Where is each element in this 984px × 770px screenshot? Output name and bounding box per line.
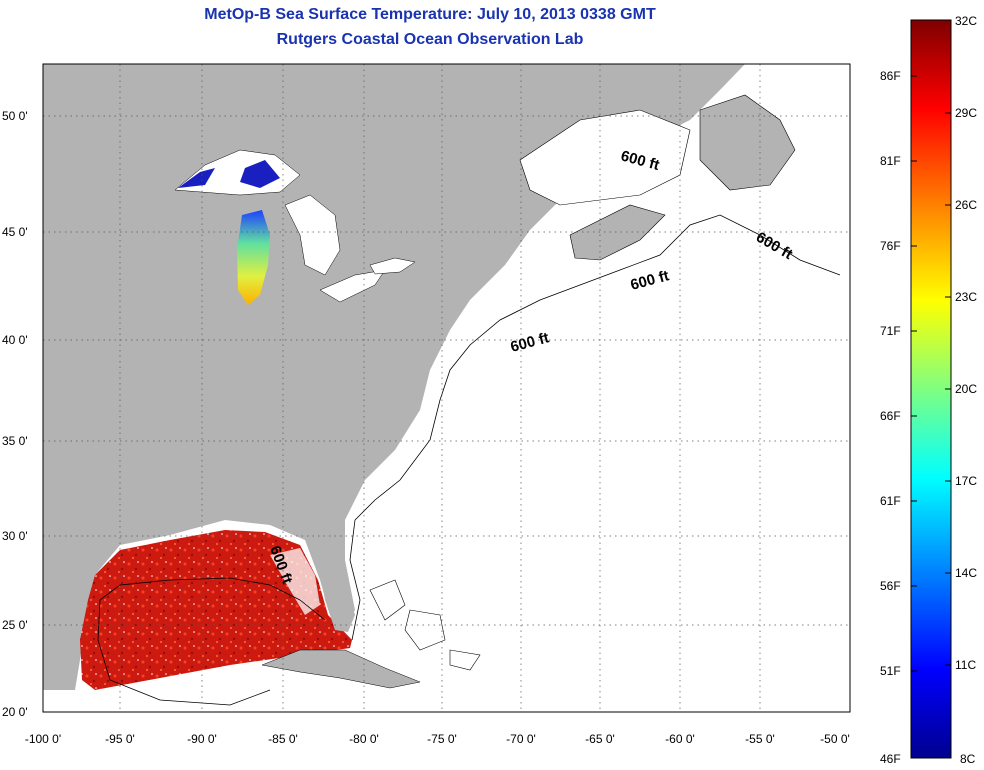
latitude-axis: 20 0' 25 0' 30 0' 35 0' 40 0' 45 0' 50 0… [2,109,28,719]
lake-erie [319,269,386,303]
lon-tick-label: -75 0' [427,732,457,746]
map-title: MetOp-B Sea Surface Temperature: July 10… [204,6,656,23]
lat-tick-label: 20 0' [2,705,28,719]
land-florida [318,540,355,632]
land-nova-scotia [569,204,666,261]
isobath-600ft [349,214,841,641]
colorbar-fahrenheit-label: 51F [880,664,901,678]
gulf-st-lawrence [519,109,691,206]
colorbar-gradient [910,19,952,759]
lon-tick-label: -95 0' [105,732,135,746]
land-cuba [261,649,421,689]
colorbar-fahrenheit-label: 86F [880,69,901,83]
colorbar-celsius-label: 32C [955,14,977,28]
lon-tick-label: -70 0' [506,732,536,746]
lon-tick-label: -50 0' [820,732,850,746]
colorbar-celsius-label: 8C [960,752,976,766]
land-newfoundland [699,94,796,191]
lon-tick-label: -90 0' [187,732,217,746]
colorbar-celsius-label: 14C [955,566,977,580]
plot-frame [42,63,851,713]
colorbar-fahrenheit-label: 46F [880,752,901,766]
colorbar-celsius-label: 26C [955,198,977,212]
lake-huron [284,194,341,276]
map-subtitle: Rutgers Coastal Ocean Observation Lab [276,31,584,48]
lake-michigan [237,210,270,305]
grid [43,64,850,712]
lat-tick-label: 50 0' [2,109,28,123]
colorbar-celsius-label: 17C [955,474,977,488]
lon-tick-label: -60 0' [665,732,695,746]
colorbar: 32C 29C 26C 23C 20C 17C 14C 11C 8C 86F 8… [880,14,977,766]
colorbar-fahrenheit-label: 81F [880,154,901,168]
lake-superior [174,149,301,196]
longitude-axis: -100 0' -95 0' -90 0' -85 0' -80 0' -75 … [25,732,850,746]
map-plot-area: 600 ft 600 ft 600 ft 600 ft 600 ft [43,64,850,712]
lon-tick-label: -55 0' [745,732,775,746]
lake-ontario [369,257,416,275]
lat-tick-label: 45 0' [2,225,28,239]
lat-tick-label: 40 0' [2,333,28,347]
lat-tick-label: 30 0' [2,529,28,543]
lat-tick-label: 25 0' [2,618,28,632]
lon-tick-label: -65 0' [585,732,615,746]
lat-tick-label: 35 0' [2,434,28,448]
bahamas-banks [369,579,481,671]
colorbar-celsius-label: 20C [955,382,977,396]
gulf-cloud-patch [270,548,320,615]
isobath-600ft-gulf [97,577,326,706]
colorbar-fahrenheit-label: 56F [880,579,901,593]
lon-tick-label: -100 0' [25,732,61,746]
lon-tick-label: -85 0' [268,732,298,746]
lon-tick-label: -80 0' [349,732,379,746]
colorbar-celsius-label: 29C [955,106,977,120]
colorbar-fahrenheit-label: 61F [880,494,901,508]
lake-superior-sst [178,160,280,188]
colorbar-fahrenheit-label: 71F [880,324,901,338]
colorbar-celsius-label: 23C [955,290,977,304]
land-north-america [43,64,745,690]
colorbar-fahrenheit-label: 76F [880,239,901,253]
colorbar-celsius-label: 11C [955,658,976,672]
colorbar-fahrenheit-label: 66F [880,409,901,423]
